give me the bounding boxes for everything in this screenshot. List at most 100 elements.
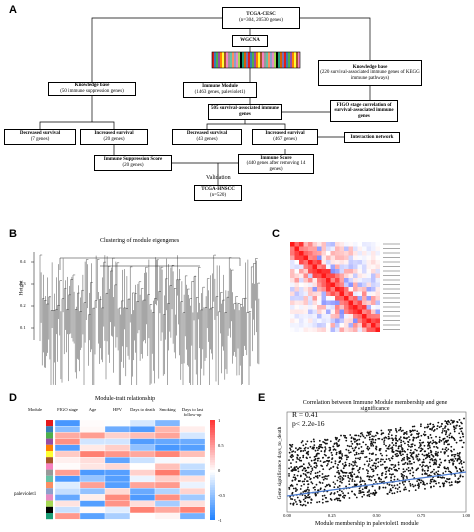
heat-cell	[308, 260, 313, 265]
point	[434, 480, 437, 483]
point	[377, 461, 380, 464]
heat-cell	[353, 323, 358, 328]
point	[398, 429, 400, 432]
module-swatch	[46, 426, 53, 433]
point	[416, 480, 419, 482]
point	[327, 483, 330, 486]
point	[412, 451, 415, 454]
point	[443, 451, 446, 454]
point	[411, 474, 414, 477]
point	[370, 453, 373, 455]
point	[444, 420, 447, 422]
point	[372, 470, 375, 472]
heat-cell	[308, 291, 313, 296]
point	[338, 497, 340, 500]
heat-cell	[321, 314, 326, 319]
point	[411, 467, 414, 470]
point	[347, 456, 350, 458]
y-tick-label: 0.3	[20, 281, 26, 286]
point	[309, 456, 311, 459]
point	[445, 431, 448, 434]
point	[448, 443, 450, 446]
stat-r: R = 0.41	[292, 410, 319, 419]
point	[396, 491, 399, 493]
point	[368, 460, 371, 462]
point	[390, 457, 393, 459]
point	[357, 469, 359, 472]
heat-cell	[330, 305, 335, 310]
point	[343, 465, 346, 468]
point	[306, 440, 309, 443]
color-cell	[260, 52, 262, 68]
scale-cell	[210, 452, 215, 455]
point	[288, 467, 290, 470]
point	[427, 435, 430, 438]
point	[457, 478, 460, 480]
point	[450, 449, 452, 452]
heat-cell	[371, 296, 376, 301]
point	[372, 441, 375, 444]
point	[305, 496, 308, 498]
heat-cell	[290, 287, 295, 292]
point	[426, 469, 429, 472]
heat-cell	[371, 327, 376, 332]
point	[393, 466, 395, 469]
heat-cell	[312, 300, 317, 305]
point	[413, 461, 416, 464]
point	[450, 419, 453, 422]
point	[292, 469, 295, 471]
heat-cell	[371, 273, 376, 278]
heat-cell	[375, 242, 380, 247]
heat-cell	[353, 273, 358, 278]
validation-label: Validation	[206, 175, 231, 181]
point	[368, 478, 370, 481]
point	[421, 473, 424, 476]
module-swatch	[46, 444, 53, 451]
scale-cell	[210, 490, 215, 493]
heat-cell	[317, 305, 322, 310]
point	[313, 459, 316, 462]
point	[392, 444, 395, 447]
point	[356, 483, 358, 486]
point	[396, 452, 398, 455]
scale-cell	[210, 460, 215, 463]
point	[400, 459, 403, 462]
heat-cell	[375, 251, 380, 256]
point	[460, 430, 463, 433]
color-cell	[242, 52, 244, 68]
point	[432, 426, 435, 428]
point	[391, 450, 394, 453]
trait-cell	[54, 450, 81, 458]
point	[402, 463, 404, 466]
heat-cell	[317, 318, 322, 323]
point	[415, 454, 418, 457]
trait-cell	[104, 506, 131, 514]
point	[443, 443, 446, 445]
point	[375, 453, 377, 456]
point	[450, 435, 453, 438]
point	[417, 453, 420, 456]
point	[299, 459, 301, 462]
point	[409, 484, 412, 487]
heat-cell	[375, 255, 380, 260]
point	[323, 476, 325, 478]
point	[426, 482, 428, 485]
heat-cell	[357, 260, 362, 265]
heat-cell	[344, 323, 349, 328]
point	[304, 470, 307, 472]
heat-cell	[348, 246, 353, 251]
color-cell	[284, 52, 286, 68]
heat-cell	[357, 305, 362, 310]
scale-cell	[210, 470, 215, 473]
point	[310, 459, 313, 462]
point	[387, 429, 390, 431]
point	[435, 463, 437, 466]
heat-cell	[357, 323, 362, 328]
heat-cell	[321, 251, 326, 256]
point	[379, 480, 381, 483]
point	[310, 465, 312, 468]
point	[356, 475, 359, 478]
point	[352, 460, 354, 463]
point	[342, 478, 345, 480]
heat-cell	[312, 323, 317, 328]
